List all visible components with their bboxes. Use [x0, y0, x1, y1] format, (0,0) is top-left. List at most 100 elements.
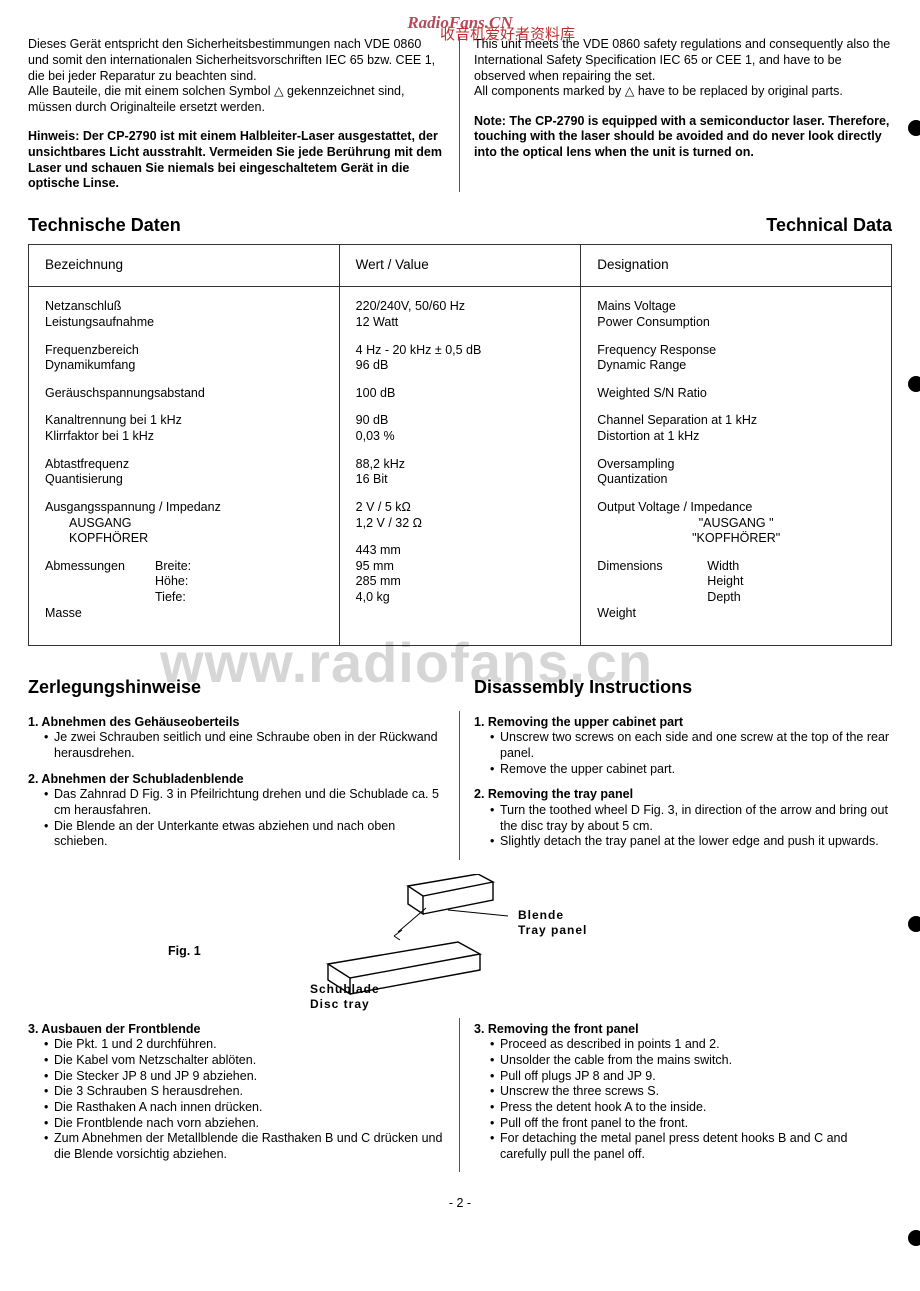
- spec-entry: 220/240V, 50/60 Hz: [356, 299, 565, 315]
- spec-entry: KOPFHÖRER: [45, 531, 323, 547]
- step-heading: 3. Removing the front panel: [474, 1022, 892, 1038]
- spec-entry: Geräuschspannungsabstand: [45, 386, 323, 402]
- spec-entry: "AUSGANG ": [597, 516, 875, 532]
- punch-hole: [908, 1230, 920, 1246]
- spec-entry: 95 mm: [356, 559, 565, 575]
- spec-entry: 90 dB: [356, 413, 565, 429]
- overprint-text: 收音机爱好者资料库: [440, 26, 575, 45]
- spec-entry: Tiefe:: [155, 590, 186, 606]
- spec-entry: [597, 590, 707, 606]
- spec-entry: Dynamikumfang: [45, 358, 323, 374]
- intro-columns: Dieses Gerät entspricht den Sicherheitsb…: [28, 37, 892, 192]
- step-item: Die Blende an der Unterkante etwas abzie…: [44, 819, 445, 850]
- tech-section-titles: Technische Daten Technical Data: [28, 214, 892, 237]
- step-item: Unscrew the three screws S.: [490, 1084, 892, 1100]
- intro-de-note: Hinweis: Der CP-2790 ist mit einem Halbl…: [28, 129, 445, 192]
- spec-entry: Frequency Response: [597, 343, 875, 359]
- spec-entry: Frequenzbereich: [45, 343, 323, 359]
- spec-entry: 443 mm: [356, 543, 565, 559]
- spec-entry: Höhe:: [155, 574, 188, 590]
- caption-schublade: SchubladeDisc tray: [310, 982, 380, 1013]
- disasm-columns-bottom: 3. Ausbauen der FrontblendeDie Pkt. 1 un…: [28, 1018, 892, 1173]
- spec-entry: 100 dB: [356, 386, 565, 402]
- step-item: Slightly detach the tray panel at the lo…: [490, 834, 892, 850]
- spec-entry: [597, 574, 707, 590]
- spec-entry: Masse: [45, 606, 323, 622]
- spec-entry: Ausgangsspannung / Impedanz: [45, 500, 323, 516]
- step-item: Proceed as described in points 1 and 2.: [490, 1037, 892, 1053]
- punch-hole: [908, 916, 920, 932]
- spec-entry: 4,0 kg: [356, 590, 565, 606]
- spec-entry: Quantisierung: [45, 472, 323, 488]
- punch-hole: [908, 376, 920, 392]
- spec-header-de: Bezeichnung: [29, 245, 340, 287]
- spec-entry: Mains Voltage: [597, 299, 875, 315]
- disasm-title-en: Disassembly Instructions: [474, 677, 692, 697]
- spec-entry: 96 dB: [356, 358, 565, 374]
- spec-entry: Weight: [597, 606, 875, 622]
- spec-entry: Width: [707, 559, 739, 575]
- step-heading: 3. Ausbauen der Frontblende: [28, 1022, 445, 1038]
- spec-cell-en: Mains VoltagePower Consumption Frequency …: [581, 287, 892, 646]
- spec-entry: 1,2 V / 32 Ω: [356, 516, 565, 532]
- disasm-columns-top: 1. Abnehmen des GehäuseoberteilsJe zwei …: [28, 711, 892, 860]
- figure-1: Fig. 1 BlendeTray panel SchubladeDisc tr…: [28, 874, 892, 1004]
- intro-english: This unit meets the VDE 0860 safety regu…: [460, 37, 892, 192]
- step-item: Remove the upper cabinet part.: [490, 762, 892, 778]
- step-item: Die Pkt. 1 und 2 durchführen.: [44, 1037, 445, 1053]
- step-item: Das Zahnrad D Fig. 3 in Pfeilrichtung dr…: [44, 787, 445, 818]
- step-item: Press the detent hook A to the inside.: [490, 1100, 892, 1116]
- spec-entry: 0,03 %: [356, 429, 565, 445]
- step-item: Die Rasthaken A nach innen drücken.: [44, 1100, 445, 1116]
- figure-label: Fig. 1: [168, 944, 201, 960]
- spec-entry: 2 V / 5 kΩ: [356, 500, 565, 516]
- disasm-en-top: 1. Removing the upper cabinet partUnscre…: [460, 711, 892, 860]
- step-item: Je zwei Schrauben seitlich und eine Schr…: [44, 730, 445, 761]
- spec-table: Bezeichnung Wert / Value Designation Net…: [28, 244, 892, 646]
- spec-entry: 16 Bit: [356, 472, 565, 488]
- step-heading: 1. Abnehmen des Gehäuseoberteils: [28, 715, 445, 731]
- spec-entry: Oversampling: [597, 457, 875, 473]
- step-item: Die Frontblende nach vorn abziehen.: [44, 1116, 445, 1132]
- step-heading: 1. Removing the upper cabinet part: [474, 715, 892, 731]
- disasm-de-top: 1. Abnehmen des GehäuseoberteilsJe zwei …: [28, 711, 460, 860]
- spec-entry: "KOPFHÖRER": [597, 531, 875, 547]
- step-item: Turn the toothed wheel D Fig. 3, in dire…: [490, 803, 892, 834]
- spec-entry: 88,2 kHz: [356, 457, 565, 473]
- spec-entry: Quantization: [597, 472, 875, 488]
- spec-entry: Power Consumption: [597, 315, 875, 331]
- disasm-title-de: Zerlegungshinweise: [28, 677, 201, 697]
- spec-entry: Height: [707, 574, 743, 590]
- spec-entry: Channel Separation at 1 kHz: [597, 413, 875, 429]
- spec-entry: 12 Watt: [356, 315, 565, 331]
- spec-entry: Output Voltage / Impedance: [597, 500, 875, 516]
- disasm-titles: Zerlegungshinweise Disassembly Instructi…: [28, 676, 892, 699]
- spec-entry: Breite:: [155, 559, 191, 575]
- page-number: - 2 -: [28, 1196, 892, 1212]
- step-item: Die 3 Schrauben S herausdrehen.: [44, 1084, 445, 1100]
- spec-entry: [45, 590, 155, 606]
- spec-entry: Depth: [707, 590, 740, 606]
- step-item: Die Stecker JP 8 und JP 9 abziehen.: [44, 1069, 445, 1085]
- spec-entry: Klirrfaktor bei 1 kHz: [45, 429, 323, 445]
- spec-entry: 285 mm: [356, 574, 565, 590]
- disasm-en-bottom: 3. Removing the front panelProceed as de…: [460, 1018, 892, 1173]
- intro-en-note: Note: The CP-2790 is equipped with a sem…: [474, 114, 892, 161]
- disasm-de-bottom: 3. Ausbauen der FrontblendeDie Pkt. 1 un…: [28, 1018, 460, 1173]
- step-item: Unsolder the cable from the mains switch…: [490, 1053, 892, 1069]
- spec-entry: AUSGANG: [45, 516, 323, 532]
- step-item: Pull off plugs JP 8 and JP 9.: [490, 1069, 892, 1085]
- step-heading: 2. Removing the tray panel: [474, 787, 892, 803]
- spec-entry: Leistungsaufnahme: [45, 315, 323, 331]
- step-item: Zum Abnehmen der Metallblende die Rastha…: [44, 1131, 445, 1162]
- spec-entry: Dynamic Range: [597, 358, 875, 374]
- caption-blende: BlendeTray panel: [518, 908, 587, 939]
- spec-cell-val: 220/240V, 50/60 Hz12 Watt4 Hz - 20 kHz ±…: [339, 287, 581, 646]
- intro-en-text: This unit meets the VDE 0860 safety regu…: [474, 37, 892, 100]
- spec-entry: Dimensions: [597, 559, 707, 575]
- intro-german: Dieses Gerät entspricht den Sicherheitsb…: [28, 37, 460, 192]
- spec-entry: Kanaltrennung bei 1 kHz: [45, 413, 323, 429]
- tech-title-en: Technical Data: [766, 214, 892, 237]
- spec-entry: Netzanschluß: [45, 299, 323, 315]
- punch-hole: [908, 120, 920, 136]
